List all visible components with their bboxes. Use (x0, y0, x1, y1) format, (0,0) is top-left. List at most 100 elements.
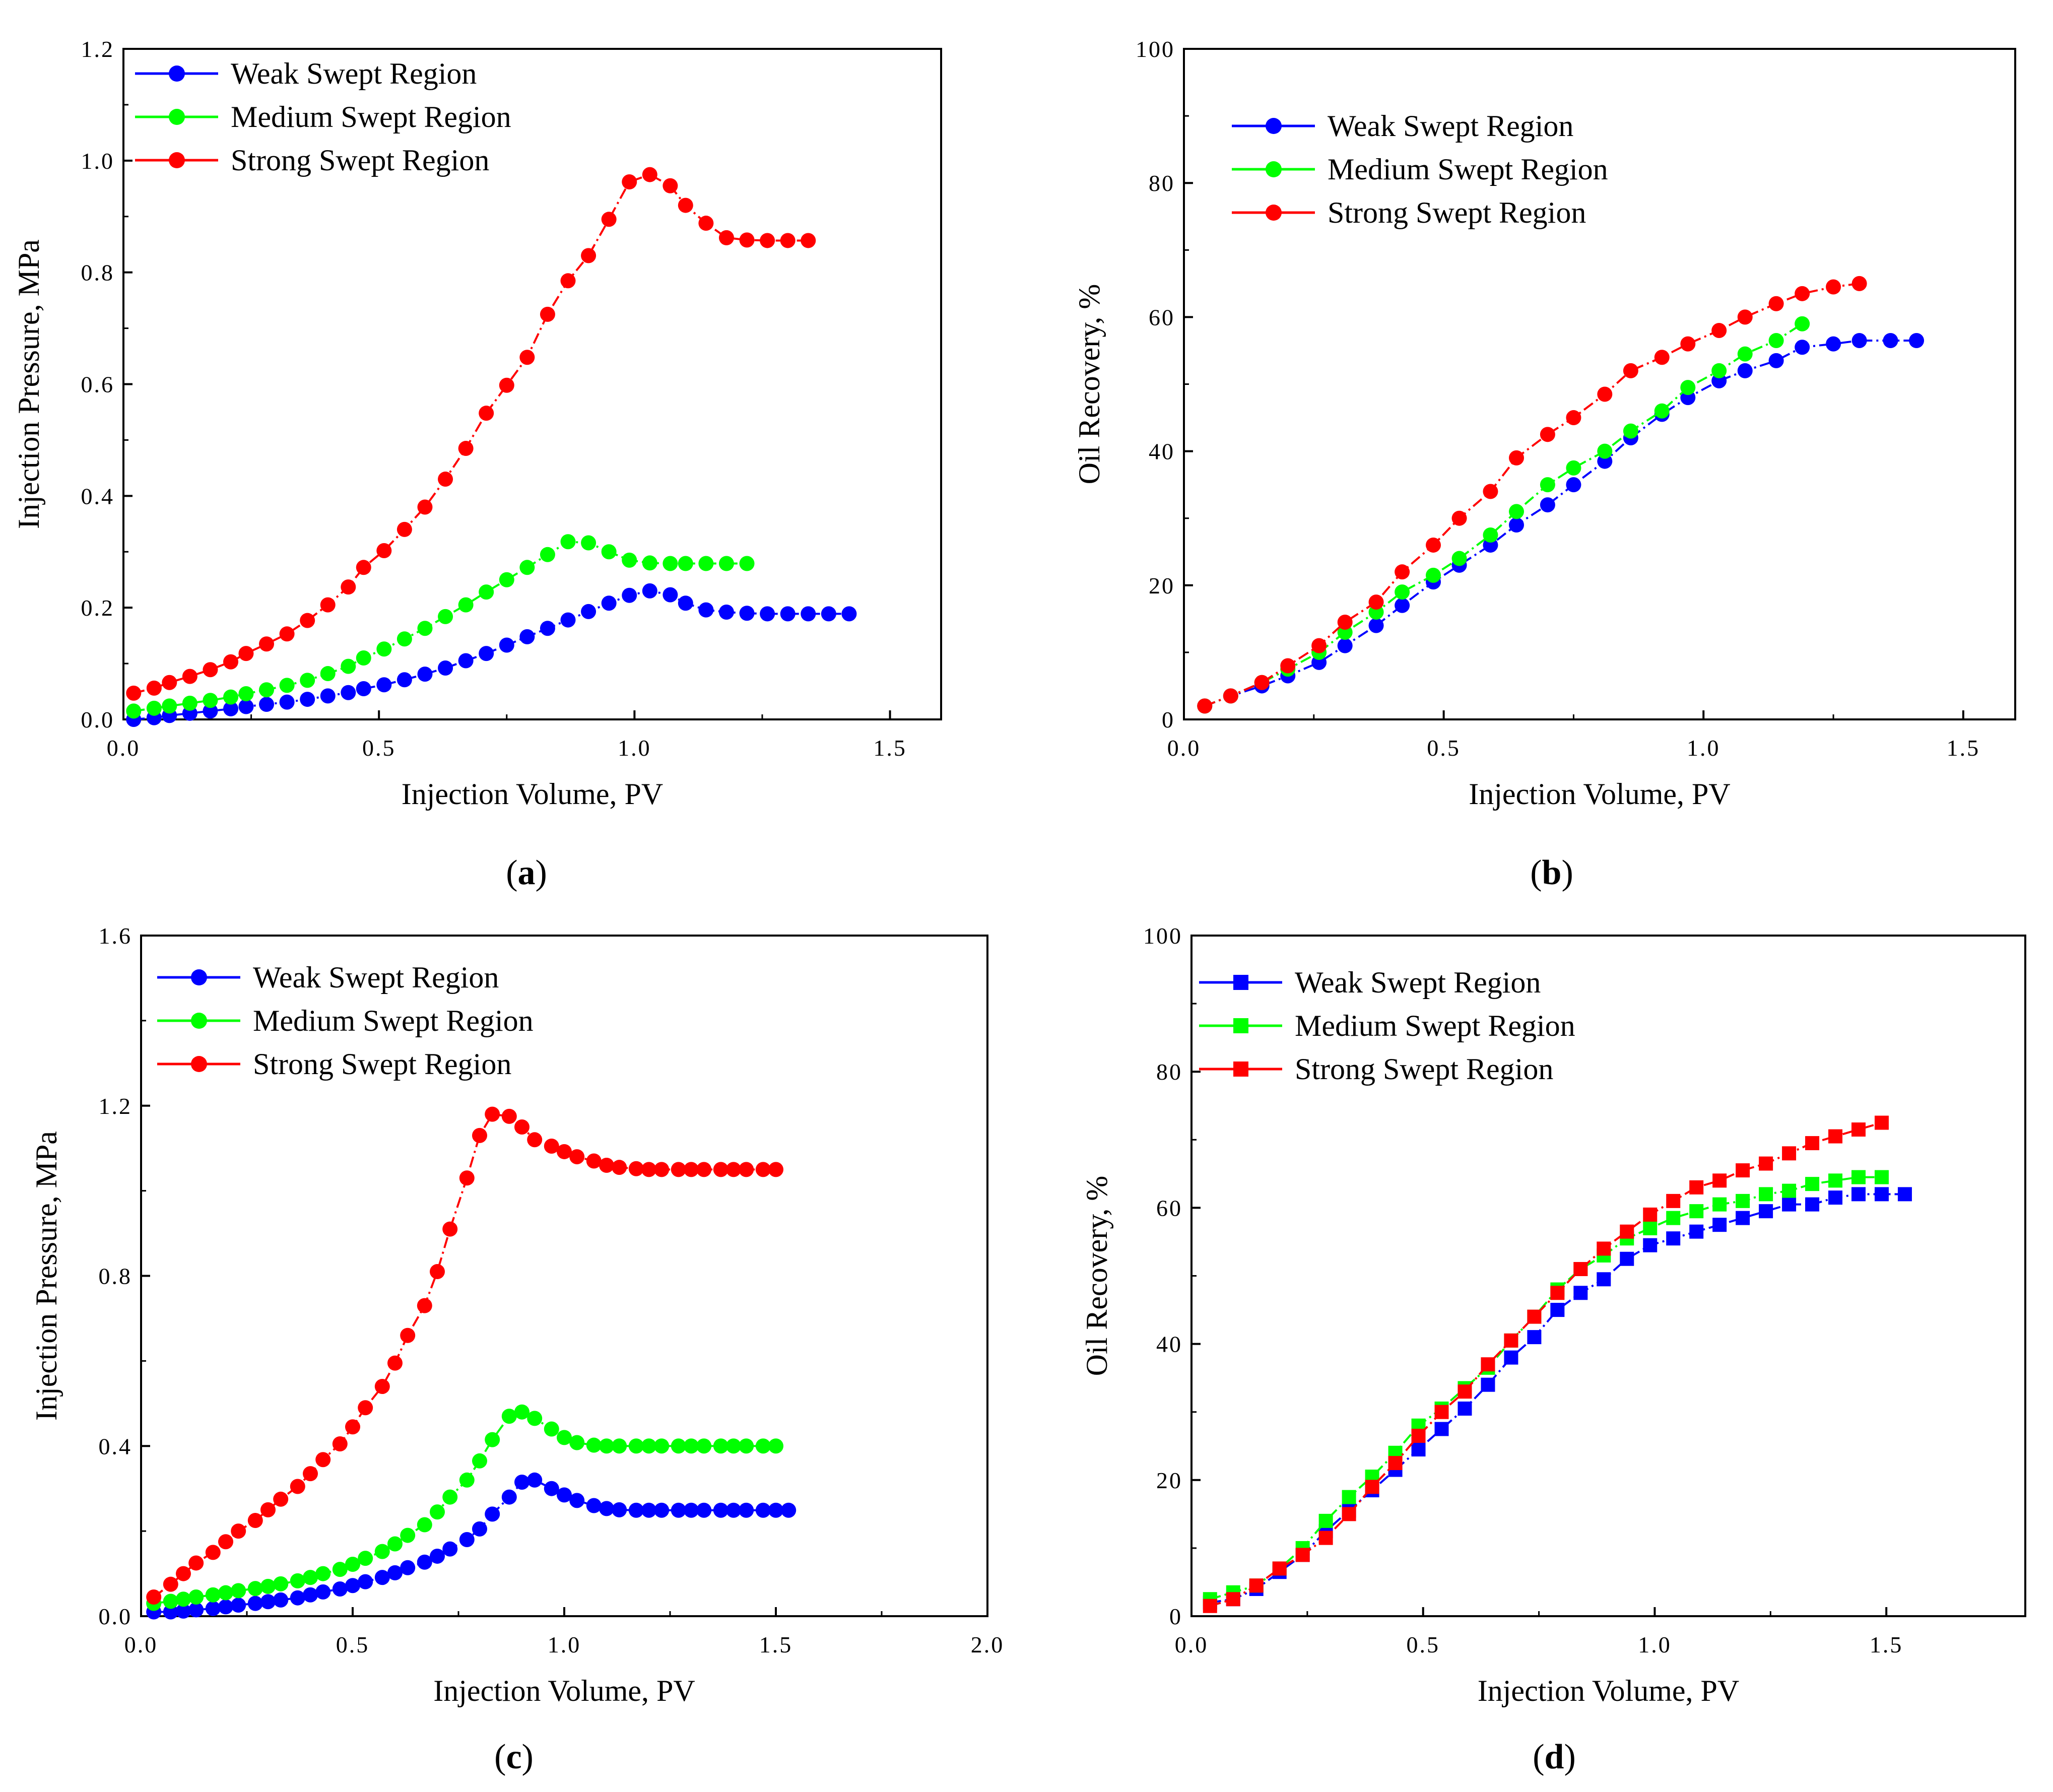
data-point (479, 584, 494, 600)
data-point (1874, 1187, 1889, 1202)
data-point (332, 1562, 348, 1577)
data-point (557, 1487, 572, 1503)
data-point (358, 1400, 373, 1416)
data-point (739, 556, 755, 571)
data-point (247, 1596, 263, 1611)
data-point (1318, 1531, 1333, 1545)
legend-marker (191, 969, 207, 985)
data-point (1623, 423, 1638, 439)
y-tick-label: 100 (1143, 923, 1182, 949)
data-point (612, 1160, 627, 1175)
data-point (1504, 1350, 1518, 1365)
data-point (755, 1162, 771, 1177)
data-point (612, 1502, 627, 1517)
data-point (1597, 386, 1613, 402)
legend-marker (191, 1056, 207, 1072)
data-point (1509, 504, 1524, 519)
data-point (1527, 1330, 1542, 1345)
x-tick-label: 0.0 (124, 1632, 158, 1657)
data-point (540, 306, 555, 322)
data-point (332, 1581, 348, 1597)
data-point (718, 605, 734, 620)
legend-label: Weak Swept Region (1295, 966, 1541, 999)
legend-marker (1266, 118, 1282, 134)
data-point (1680, 336, 1696, 352)
data-point (586, 1437, 602, 1453)
data-point (1736, 1211, 1750, 1225)
data-point (163, 1604, 178, 1620)
data-point (1689, 1224, 1704, 1239)
caption-paren-close: ) (1561, 853, 1573, 892)
y-tick-label: 40 (1149, 439, 1175, 464)
data-point (663, 178, 678, 193)
data-point (1826, 336, 1841, 352)
data-point (1337, 615, 1353, 630)
data-point (1909, 333, 1925, 348)
series-medium-swept-region (1203, 1170, 1889, 1607)
data-point (663, 587, 678, 603)
data-point (146, 700, 162, 716)
data-point (205, 1601, 221, 1616)
legend-marker (1233, 1018, 1248, 1033)
data-point (684, 1502, 699, 1518)
data-point (654, 1438, 670, 1454)
series-strong-swept-region (146, 1106, 783, 1605)
data-point (501, 1108, 517, 1124)
data-point (485, 1506, 500, 1522)
data-point (1851, 1122, 1866, 1137)
data-point (1768, 353, 1784, 368)
data-point (1597, 1272, 1611, 1287)
series-medium-swept-region (1197, 316, 1810, 714)
data-point (1550, 1303, 1565, 1317)
data-point (1295, 1548, 1310, 1562)
data-point (459, 1472, 475, 1488)
data-point (678, 197, 693, 213)
data-point (1782, 1183, 1797, 1198)
data-point (519, 629, 535, 644)
data-point (396, 631, 412, 647)
data-point (182, 695, 197, 711)
data-point (273, 1576, 289, 1591)
data-point (1851, 1187, 1866, 1202)
data-point (641, 1502, 656, 1518)
data-point (430, 1264, 445, 1280)
data-point (205, 1545, 221, 1560)
data-point (739, 1502, 754, 1518)
data-point (303, 1587, 318, 1603)
series-line (1210, 1176, 1882, 1601)
data-point (1883, 333, 1898, 348)
data-point (1434, 1422, 1449, 1436)
data-point (696, 1438, 712, 1454)
data-point (739, 606, 755, 621)
data-point (320, 688, 336, 704)
data-point (1759, 1156, 1773, 1171)
caption-paren-open: ( (506, 853, 517, 892)
data-point (654, 1502, 670, 1518)
data-point (472, 1521, 487, 1537)
data-point (1643, 1238, 1658, 1252)
data-point (1643, 1207, 1658, 1222)
data-point (713, 1438, 729, 1454)
data-point (698, 602, 714, 618)
data-point (356, 681, 371, 696)
data-point (544, 1138, 559, 1154)
data-point (163, 1594, 178, 1609)
data-point (601, 212, 617, 227)
data-point (663, 556, 678, 571)
data-point (279, 694, 295, 710)
chart-panel-a: 0.0 0.5 1.0 1.5 0.0 0.2 0.4 0.6 0.8 1.0 1.2 Injecti… (12, 36, 942, 892)
data-point (438, 609, 453, 624)
data-point (642, 167, 657, 182)
data-point (1828, 1173, 1843, 1188)
data-point (501, 1409, 517, 1424)
caption-letter: a (518, 853, 536, 892)
x-axis-label: Injection Volume, PV (433, 1674, 695, 1707)
data-point (341, 579, 356, 595)
data-point (1566, 460, 1581, 476)
series-medium-swept-region (146, 1404, 783, 1611)
data-point (698, 216, 714, 231)
y-tick-label: 20 (1149, 573, 1175, 599)
data-point (182, 669, 197, 684)
data-point (303, 1570, 318, 1585)
